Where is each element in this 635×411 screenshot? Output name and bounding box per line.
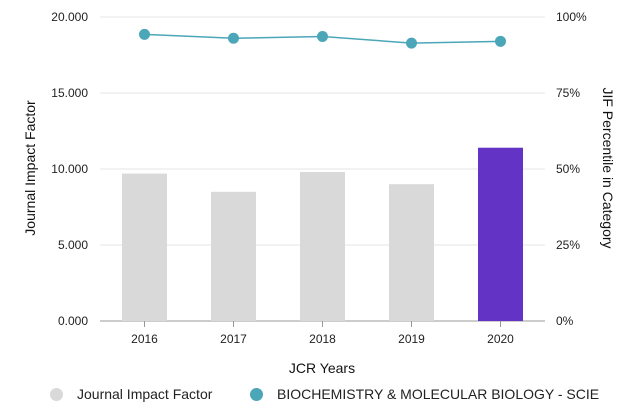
bar[interactable] [300, 172, 345, 321]
legend-item-bar[interactable]: Journal Impact Factor [50, 386, 212, 402]
legend-item-line[interactable]: BIOCHEMISTRY & MOLECULAR BIOLOGY - SCIE [250, 386, 599, 402]
legend-swatch-bar [50, 387, 63, 401]
y-tick-label: 10.000 [51, 162, 88, 176]
y2-tick-label: 75% [556, 86, 580, 100]
x-tick-label: 2016 [131, 332, 158, 346]
bar[interactable] [211, 191, 256, 321]
line-point[interactable] [495, 35, 506, 47]
legend: Journal Impact Factor BIOCHEMISTRY & MOL… [0, 386, 635, 410]
x-axis: 2016 2017 2018 2019 2020 [131, 321, 514, 346]
x-tick-label: 2017 [220, 332, 247, 346]
combo-chart: 0.000 5.000 10.000 15.000 20.000 0% 25% 50% 75%… [22, 10, 616, 376]
y-axis-title: Journal Impact Factor [22, 100, 38, 236]
y2-tick-label: 0% [556, 314, 574, 328]
gridlines [100, 16, 545, 322]
y-tick-label: 15.000 [51, 86, 88, 100]
legend-label-line: BIOCHEMISTRY & MOLECULAR BIOLOGY - SCIE [277, 386, 600, 402]
bar-series [122, 147, 523, 321]
line-point[interactable] [139, 28, 150, 40]
y-tick-label: 5.000 [58, 238, 88, 252]
bar[interactable] [389, 184, 434, 321]
line-point[interactable] [317, 30, 328, 42]
x-tick-label: 2020 [487, 332, 514, 346]
y2-axis-title: JIF Percentile in Category [600, 87, 616, 248]
legend-label-bar: Journal Impact Factor [77, 386, 213, 402]
y-tick-label: 0.000 [58, 314, 88, 328]
line-series [139, 28, 506, 49]
line-point[interactable] [406, 37, 417, 49]
left-axis-ticks: 0.000 5.000 10.000 15.000 20.000 [51, 10, 88, 328]
legend-swatch-line [250, 387, 263, 401]
y2-tick-label: 25% [556, 238, 580, 252]
y-tick-label: 20.000 [51, 10, 88, 24]
bar[interactable] [478, 147, 523, 321]
line-point[interactable] [228, 32, 239, 44]
x-tick-label: 2018 [309, 332, 336, 346]
x-tick-label: 2019 [398, 332, 425, 346]
y2-tick-label: 50% [556, 162, 580, 176]
bar[interactable] [122, 173, 167, 321]
x-axis-title: JCR Years [289, 360, 355, 376]
y2-tick-label: 100% [556, 10, 587, 24]
right-axis-ticks: 0% 25% 50% 75% 100% [556, 10, 587, 328]
